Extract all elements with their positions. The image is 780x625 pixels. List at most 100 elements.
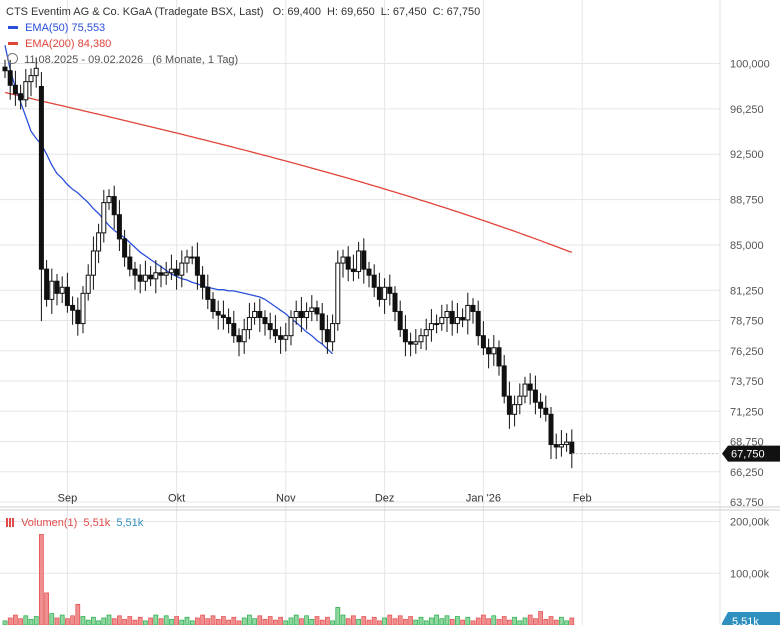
candle bbox=[278, 326, 284, 354]
candle bbox=[319, 303, 325, 345]
volume-bar bbox=[163, 615, 169, 625]
candle-body bbox=[267, 323, 273, 331]
candle-body bbox=[444, 310, 450, 319]
candle bbox=[241, 318, 247, 354]
candle bbox=[64, 272, 70, 313]
candle-body bbox=[59, 286, 65, 294]
candle-body bbox=[28, 75, 34, 83]
candle bbox=[408, 332, 414, 357]
x-tick-label: Sep bbox=[58, 493, 78, 505]
candle bbox=[257, 298, 263, 333]
candle bbox=[210, 292, 216, 319]
volume-bar bbox=[319, 619, 325, 625]
candle bbox=[70, 296, 76, 325]
candle bbox=[564, 433, 570, 452]
volume-bar bbox=[403, 619, 408, 625]
volume-bar bbox=[65, 618, 70, 625]
x-tick-label: Dez bbox=[375, 493, 395, 505]
volume-bar bbox=[221, 616, 226, 625]
candle-body bbox=[330, 323, 336, 343]
volume-value-2: 5,51k bbox=[116, 517, 144, 529]
candle bbox=[454, 303, 460, 334]
candle-body bbox=[470, 304, 476, 312]
candle bbox=[480, 321, 486, 356]
candle-body bbox=[491, 347, 497, 355]
volume-bar bbox=[496, 619, 502, 625]
volume-bar bbox=[179, 619, 185, 625]
candle-body bbox=[324, 329, 330, 343]
y-tick-label: 66,250 bbox=[730, 467, 764, 479]
candle bbox=[517, 383, 523, 415]
candle bbox=[309, 295, 315, 322]
volume-tick-label: 200,00k bbox=[730, 517, 770, 529]
volume-legend: Volumen(1) 5,51k 5,51k bbox=[6, 516, 143, 530]
volume-bar bbox=[127, 616, 133, 625]
volume-bar bbox=[96, 620, 101, 625]
candle bbox=[148, 266, 154, 287]
candle bbox=[33, 57, 39, 88]
candle-body bbox=[236, 335, 242, 343]
candle bbox=[184, 249, 190, 273]
volume-value-1: 5,51k bbox=[83, 517, 111, 529]
y-tick-label: 96,250 bbox=[730, 104, 764, 116]
volume-bar bbox=[543, 619, 549, 625]
candle-body bbox=[501, 365, 507, 397]
y-tick-label: 88,750 bbox=[730, 195, 764, 207]
volume-bar bbox=[241, 617, 247, 625]
candle-body bbox=[345, 256, 351, 270]
volume-bar bbox=[559, 616, 564, 625]
y-tick-label: 81,250 bbox=[730, 285, 764, 297]
volume-bar bbox=[132, 619, 138, 625]
ema200-label: EMA(200) bbox=[25, 38, 75, 50]
candle-body bbox=[335, 262, 341, 325]
candle-body bbox=[116, 214, 122, 240]
candle bbox=[449, 300, 455, 336]
candle bbox=[501, 355, 507, 404]
candle bbox=[330, 314, 336, 352]
volume-bar bbox=[507, 619, 512, 625]
candle bbox=[350, 254, 356, 282]
volume-bar bbox=[106, 614, 112, 625]
candle-body bbox=[486, 347, 492, 355]
volume-bar bbox=[7, 617, 13, 625]
y-tick-label: 73,750 bbox=[730, 376, 764, 388]
volume-bar bbox=[408, 616, 413, 625]
volume-bar bbox=[475, 617, 481, 625]
candle-body bbox=[205, 286, 211, 300]
candle bbox=[298, 296, 304, 333]
candle-body bbox=[538, 401, 544, 409]
candle-body bbox=[496, 347, 502, 367]
candle-body bbox=[220, 314, 226, 319]
candle bbox=[7, 59, 13, 100]
volume-tag bbox=[722, 612, 780, 625]
volume-bar bbox=[231, 616, 237, 625]
candle-body bbox=[23, 81, 29, 101]
volume-bar bbox=[304, 615, 309, 625]
volume-bar bbox=[340, 614, 346, 625]
candle-body bbox=[137, 274, 143, 282]
candle-body bbox=[80, 292, 86, 325]
volume-bar bbox=[189, 620, 195, 625]
y-tick-label: 71,250 bbox=[730, 406, 764, 418]
volume-bar bbox=[148, 617, 153, 625]
ema50-legend[interactable]: EMA(50) 75,553 bbox=[6, 21, 105, 35]
candle-body bbox=[532, 389, 538, 403]
candle-body bbox=[366, 268, 372, 276]
candle bbox=[491, 335, 497, 366]
candle-body bbox=[278, 335, 284, 340]
volume-bar bbox=[293, 614, 299, 625]
ema200-legend[interactable]: EMA(200) 84,380 bbox=[6, 37, 111, 51]
volume-bar bbox=[314, 616, 320, 625]
candle bbox=[44, 260, 50, 307]
ema200-value: 84,380 bbox=[77, 38, 112, 50]
chart-title: CTS Eventim AG & Co. KGaA (Tradegate BSX… bbox=[6, 6, 264, 18]
candle-body bbox=[96, 232, 102, 252]
volume-bar bbox=[533, 618, 538, 625]
volume-bar bbox=[382, 617, 387, 625]
candle bbox=[122, 229, 128, 267]
volume-bar bbox=[481, 614, 486, 625]
volume-bar bbox=[486, 618, 491, 625]
candle-body bbox=[54, 280, 60, 294]
volume-bar bbox=[80, 616, 86, 625]
